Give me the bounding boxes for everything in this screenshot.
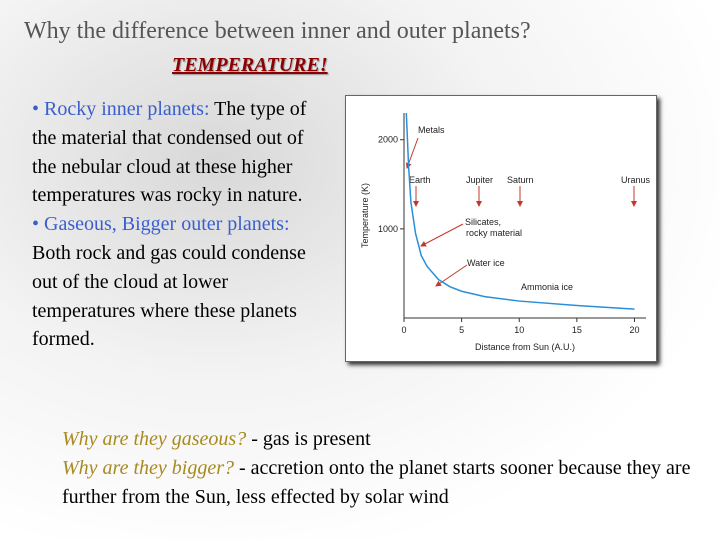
bullet-text: Both rock and gas could condense out of … — [32, 241, 306, 351]
answer: - gas is present — [251, 428, 371, 450]
bullet-label: • Rocky inner planets: — [32, 98, 210, 120]
x-tick-label: 15 — [572, 325, 582, 335]
note: Why are they bigger? - accretion onto th… — [62, 454, 702, 512]
bullet: • Gaseous, Bigger outer planets: Both ro… — [32, 210, 317, 354]
answer: - accretion onto the planet starts soone… — [62, 456, 691, 508]
question: Why are they gaseous? — [62, 428, 247, 450]
y-axis-label: Temperature (K) — [360, 183, 370, 248]
annotation: Metals — [418, 125, 445, 135]
x-tick-label: 5 — [459, 325, 464, 335]
bullet-label: • Gaseous, Bigger outer planets: — [32, 213, 290, 236]
y-tick-label: 1000 — [378, 224, 398, 234]
annotation: rocky material — [466, 228, 522, 238]
question: Why are they bigger? — [62, 456, 234, 479]
annotation: Earth — [409, 175, 431, 185]
annotations: Metals Earth Jupiter Saturn Uranus Silic… — [409, 125, 651, 292]
bullet: • Rocky inner planets: The type of the m… — [32, 95, 317, 210]
annotation: Ammonia ice — [521, 282, 573, 292]
annotation: Jupiter — [466, 175, 493, 185]
annotation: Uranus — [621, 175, 651, 185]
bullet-list: • Rocky inner planets: The type of the m… — [32, 95, 317, 354]
x-tick-label: 20 — [629, 325, 639, 335]
y-tick-label: 2000 — [378, 135, 398, 145]
annotation: Silicates, — [465, 217, 501, 227]
chart: Metals Earth Jupiter Saturn Uranus Silic… — [345, 95, 657, 362]
subtitle: TEMPERATURE! — [172, 54, 328, 76]
annotation: Water ice — [467, 258, 505, 268]
bullet-text: The type of the material that condensed … — [32, 98, 307, 207]
arrows — [405, 137, 637, 287]
x-tick-label: 10 — [514, 325, 524, 335]
title: Why the difference between inner and out… — [24, 18, 531, 44]
temperature-curve — [405, 112, 635, 310]
note: Why are they gaseous? - gas is present — [62, 425, 702, 454]
annotation: Saturn — [507, 175, 534, 185]
x-axis-label: Distance from Sun (A.U.) — [475, 342, 575, 352]
notes: Why are they gaseous? - gas is present W… — [62, 425, 702, 511]
x-tick-label: 0 — [401, 325, 406, 335]
